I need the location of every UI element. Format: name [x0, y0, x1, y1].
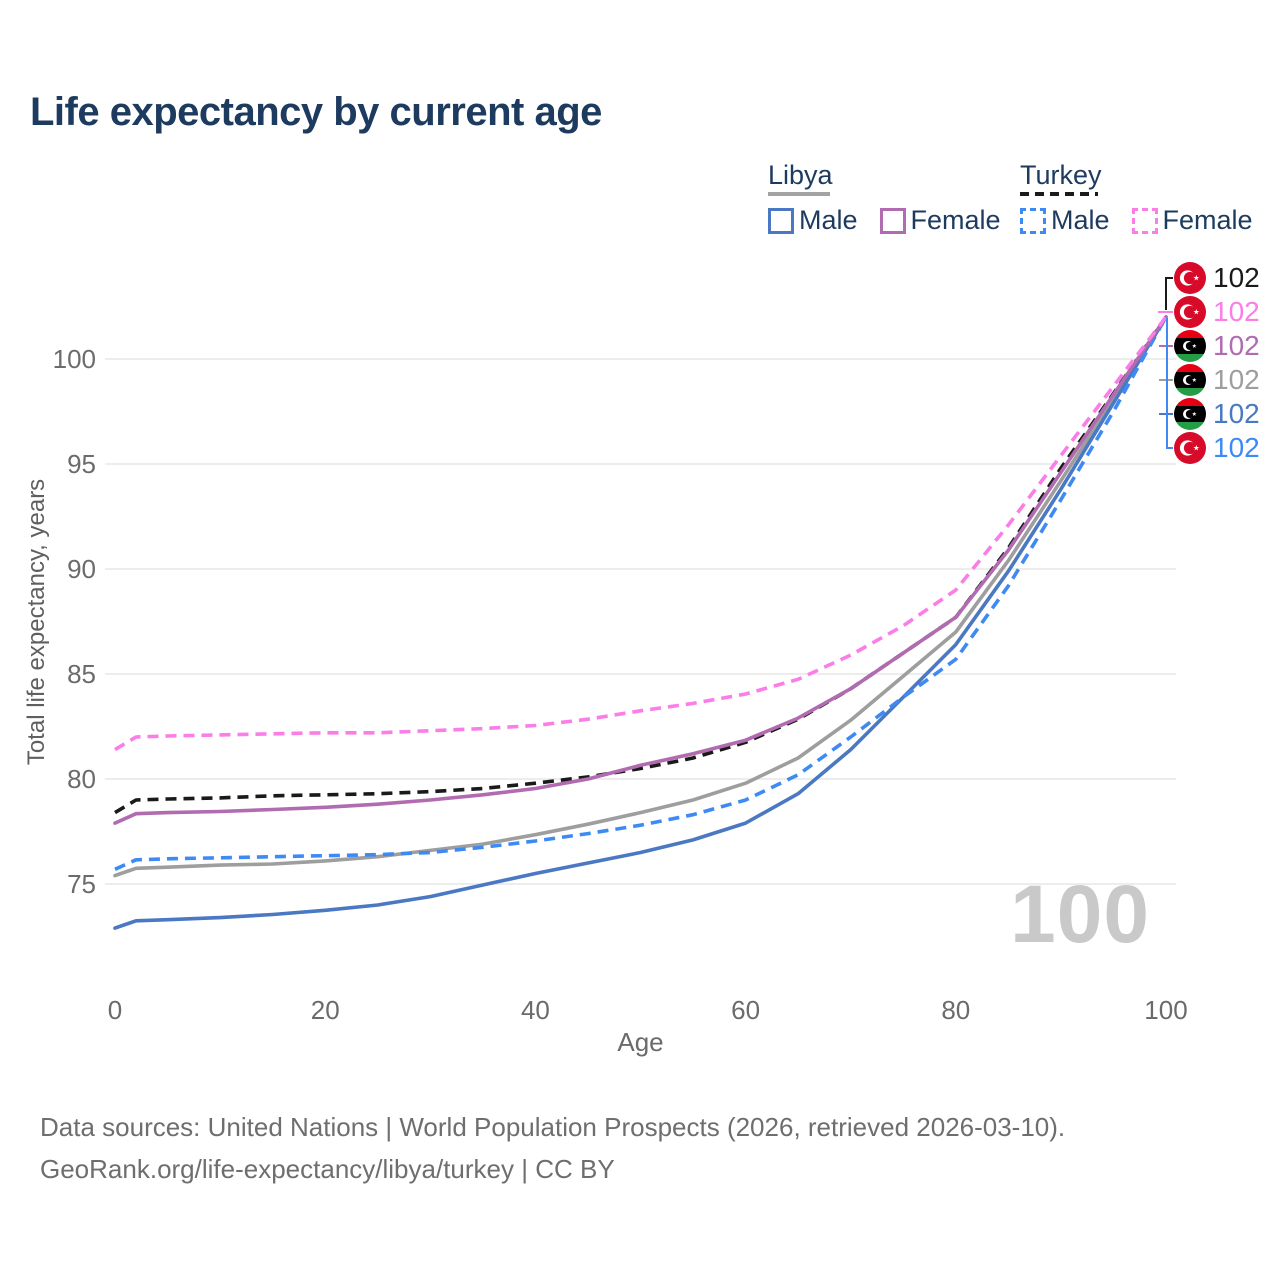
legend-country-libya: Libya: [768, 160, 833, 190]
y-axis-label: Total life expectancy, years: [23, 479, 50, 765]
age-watermark: 100: [1010, 869, 1150, 960]
y-tick-100: 100: [53, 344, 96, 374]
libya-flag-icon: [1174, 330, 1206, 362]
legend-country-turkey: Turkey: [1020, 160, 1102, 190]
libya-flag-icon: [1174, 364, 1206, 396]
y-tick-80: 80: [67, 764, 96, 794]
legend-group-libya: Libya Male Female: [768, 160, 1023, 236]
x-tick-60: 60: [731, 995, 760, 1025]
end-label-libya-female[interactable]: 102: [1174, 330, 1260, 362]
end-value-turkey-both-sexes: 102: [1213, 262, 1260, 293]
legend-label-libya-female[interactable]: Female: [910, 205, 1001, 235]
footer-link: GeoRank.org/life-expectancy/libya/turkey…: [40, 1154, 615, 1184]
x-tick-20: 20: [311, 995, 340, 1025]
footer: Data sources: United Nations | World Pop…: [40, 1106, 1240, 1190]
x-tick-0: 0: [108, 995, 122, 1025]
turkey-flag-icon: [1174, 262, 1206, 294]
legend-label-turkey-male[interactable]: Male: [1051, 205, 1110, 235]
end-value-libya-male: 102: [1213, 398, 1260, 429]
x-axis-label: Age: [617, 1027, 663, 1057]
series-line-libya-male[interactable]: [113, 315, 1168, 930]
y-tick-75: 75: [67, 869, 96, 899]
libya-flag-icon: [1174, 398, 1206, 430]
y-tick-85: 85: [67, 659, 96, 689]
series-line-libya-female[interactable]: [113, 315, 1168, 825]
x-tick-40: 40: [521, 995, 550, 1025]
turkey-flag-icon: [1174, 296, 1206, 328]
end-value-libya-both-sexes: 102: [1213, 364, 1260, 395]
end-label-libya-male[interactable]: 102: [1174, 398, 1260, 430]
turkey-flag-icon: [1174, 432, 1206, 464]
series-line-turkey-male[interactable]: [114, 316, 1168, 871]
end-label-turkey-both-sexes[interactable]: 102: [1174, 262, 1260, 294]
legend-swatch-libya-female[interactable]: [879, 207, 906, 234]
footer-sources: Data sources: United Nations | World Pop…: [40, 1112, 1066, 1142]
page-title: Life expectancy by current age: [30, 90, 602, 134]
end-label-turkey-male[interactable]: 102: [1174, 432, 1260, 464]
legend-swatch-libya-male[interactable]: [768, 207, 794, 234]
end-value-turkey-male: 102: [1213, 432, 1260, 463]
legend-solid-line-sample: [768, 192, 830, 196]
legend-swatch-turkey-male[interactable]: [1020, 207, 1046, 234]
legend-items-turkey: Male Female: [1020, 205, 1275, 236]
end-value-turkey-female: 102: [1213, 296, 1260, 327]
leader-line-turkey-male: [1166, 318, 1173, 449]
end-label-libya-both-sexes[interactable]: 102: [1174, 364, 1260, 396]
series-line-turkey-both-sexes[interactable]: [114, 315, 1168, 815]
legend-group-turkey: Turkey Male Female: [1020, 160, 1275, 236]
end-label-turkey-female[interactable]: 102: [1174, 296, 1260, 328]
end-value-libya-female: 102: [1213, 330, 1260, 361]
legend-dashed-line-sample: [1020, 192, 1098, 196]
legend-label-turkey-female[interactable]: Female: [1162, 205, 1253, 235]
legend-items-libya: Male Female: [768, 205, 1023, 236]
series-line-turkey-female[interactable]: [114, 315, 1168, 752]
x-tick-80: 80: [941, 995, 970, 1025]
series-line-libya-both-sexes[interactable]: [113, 315, 1168, 878]
leader-line-turkey-both-sexes: [1165, 277, 1173, 310]
legend-swatch-turkey-female[interactable]: [1131, 207, 1158, 234]
y-tick-90: 90: [67, 554, 96, 584]
legend-label-libya-male[interactable]: Male: [799, 205, 858, 235]
y-tick-95: 95: [67, 449, 96, 479]
x-tick-100: 100: [1144, 995, 1187, 1025]
